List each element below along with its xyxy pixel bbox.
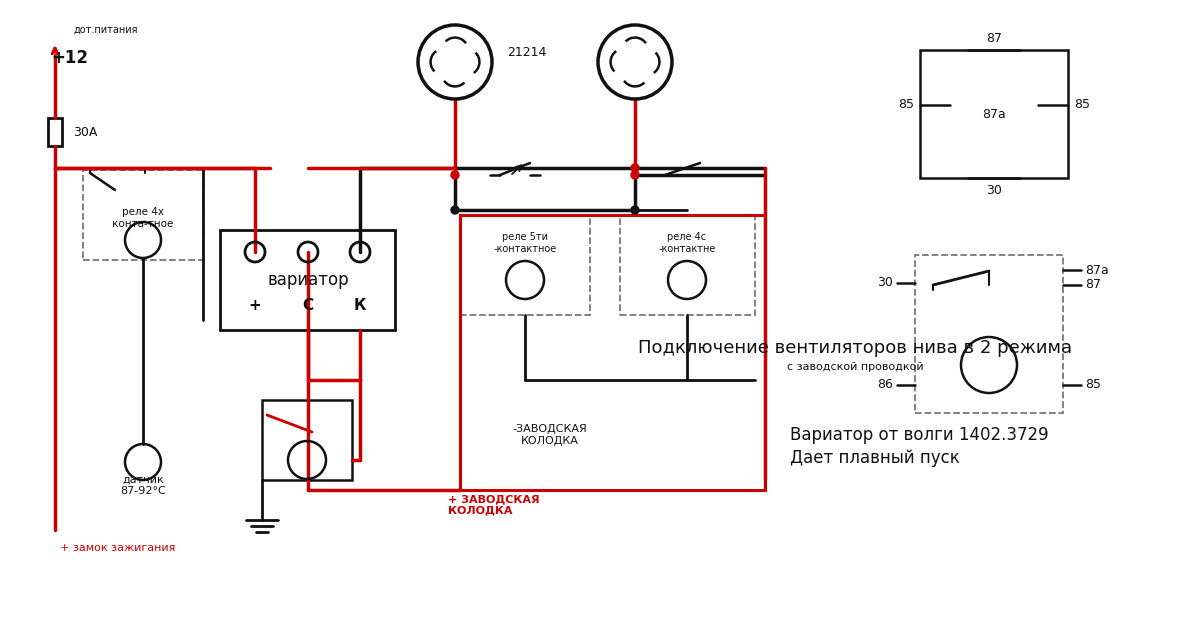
Text: 85: 85 bbox=[1085, 379, 1101, 391]
Text: +: + bbox=[249, 298, 262, 312]
Text: 86: 86 bbox=[877, 379, 892, 391]
Bar bbox=[915, 255, 1063, 413]
Text: Дает плавный пуск: Дает плавный пуск bbox=[790, 449, 960, 467]
Text: 30А: 30А bbox=[73, 126, 98, 139]
Bar bbox=[461, 215, 765, 490]
Text: реле 4с
-контактне: реле 4с -контактне bbox=[658, 232, 715, 254]
Bar bbox=[620, 215, 754, 315]
Text: Подключение вентиляторов нива в 2 режима: Подключение вентиляторов нива в 2 режима bbox=[638, 339, 1072, 357]
Text: + ЗАВОДСКАЯ
КОЛОДКА: + ЗАВОДСКАЯ КОЛОДКА bbox=[447, 494, 539, 516]
Text: -ЗАВОДСКАЯ
КОЛОДКА: -ЗАВОДСКАЯ КОЛОДКА bbox=[513, 424, 588, 446]
Circle shape bbox=[631, 206, 639, 214]
Text: реле 5ти
-контактное: реле 5ти -контактное bbox=[494, 232, 557, 254]
Text: вариатор: вариатор bbox=[268, 271, 349, 289]
Text: датчик
87-92°С: датчик 87-92°С bbox=[120, 474, 165, 496]
Bar bbox=[83, 170, 203, 260]
Text: 87: 87 bbox=[987, 31, 1002, 44]
Bar bbox=[920, 50, 1067, 178]
Circle shape bbox=[451, 171, 459, 179]
Bar bbox=[262, 400, 352, 480]
Text: 30: 30 bbox=[877, 276, 892, 289]
Text: 21214: 21214 bbox=[507, 46, 546, 59]
Circle shape bbox=[631, 164, 639, 172]
Text: 87а: 87а bbox=[1085, 264, 1109, 276]
Text: 30: 30 bbox=[987, 184, 1002, 196]
Text: К: К bbox=[353, 298, 367, 312]
Bar bbox=[461, 215, 590, 315]
Text: 85: 85 bbox=[1075, 99, 1090, 111]
Text: 87: 87 bbox=[1085, 279, 1101, 291]
Text: + замок зажигания: + замок зажигания bbox=[60, 543, 175, 553]
Text: С: С bbox=[302, 298, 313, 312]
Text: дот.питания: дот.питания bbox=[73, 25, 138, 35]
Circle shape bbox=[631, 171, 639, 179]
Text: с заводской проводкой: с заводской проводкой bbox=[787, 362, 923, 372]
Text: 85: 85 bbox=[898, 99, 914, 111]
Text: 87а: 87а bbox=[982, 107, 1006, 121]
Circle shape bbox=[451, 206, 459, 214]
Text: реле 4х
конта-тное: реле 4х конта-тное bbox=[112, 208, 174, 229]
Text: +12: +12 bbox=[51, 49, 88, 67]
Bar bbox=[220, 230, 395, 330]
Text: Вариатор от волги 1402.3729: Вариатор от волги 1402.3729 bbox=[790, 426, 1048, 444]
Bar bbox=[48, 118, 62, 146]
